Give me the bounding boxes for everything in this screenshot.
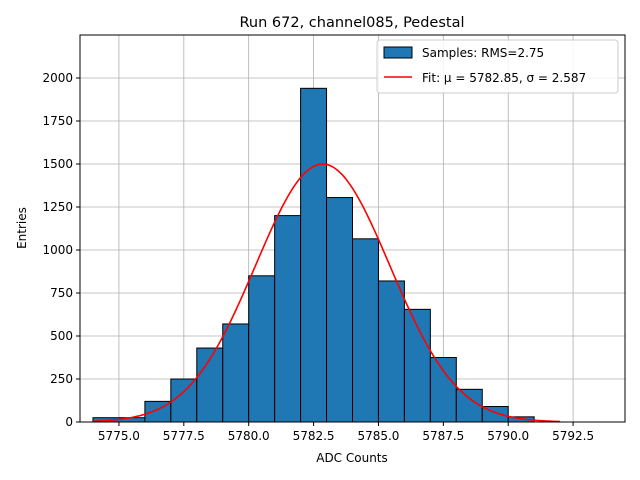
x-axis-ticks: 5775.0 5777.5 5780.0 5782.5 5785.0 5787.5 5790… xyxy=(98,422,594,443)
y-tick-label: 1000 xyxy=(42,243,73,257)
y-tick-label: 500 xyxy=(50,329,73,343)
y-tick-label: 250 xyxy=(50,372,73,386)
y-tick-label: 1250 xyxy=(42,200,73,214)
legend-bar-swatch xyxy=(383,46,413,59)
y-tick-label: 750 xyxy=(50,286,73,300)
x-tick-label: 5787.5 xyxy=(422,429,464,443)
histogram-bar xyxy=(429,357,457,423)
x-axis-label: ADC Counts xyxy=(316,451,388,465)
bars xyxy=(92,87,535,423)
histogram-bar xyxy=(352,238,379,423)
histogram-bar xyxy=(248,275,276,423)
plot-frame xyxy=(79,34,626,423)
histogram-bar xyxy=(326,197,353,423)
y-axis-label: Entries xyxy=(15,207,29,249)
x-tick-label: 5777.5 xyxy=(163,429,205,443)
chart-title: Run 672, channel085, Pedestal xyxy=(239,15,464,31)
histogram-bar xyxy=(170,378,198,423)
legend-box xyxy=(376,39,619,94)
y-tick-label: 0 xyxy=(65,415,73,429)
histogram-bar xyxy=(274,215,302,423)
x-tick-label: 5790.0 xyxy=(487,429,529,443)
x-tick-label: 5782.5 xyxy=(293,429,335,443)
y-axis-ticks: 0 250 500 750 1000 1250 1500 1750 2000 xyxy=(42,71,80,429)
y-tick-label: 2000 xyxy=(42,71,73,85)
legend-samples-label: Samples: RMS=2.75 xyxy=(422,46,544,60)
x-tick-label: 5785.0 xyxy=(357,429,399,443)
histogram-bar xyxy=(377,280,405,423)
x-tick-label: 5780.0 xyxy=(228,429,270,443)
histogram-bar xyxy=(455,388,483,423)
y-tick-label: 1500 xyxy=(42,157,73,171)
histogram-bar xyxy=(222,323,250,423)
legend: Samples: RMS=2.75 Fit: μ = 5782.85, σ = … xyxy=(376,39,619,94)
x-tick-label: 5775.0 xyxy=(98,429,140,443)
fit-curve xyxy=(92,163,561,423)
legend-fit-label: Fit: μ = 5782.85, σ = 2.587 xyxy=(422,71,586,85)
y-tick-label: 1750 xyxy=(42,114,73,128)
x-tick-label: 5792.5 xyxy=(552,429,594,443)
histogram-bar xyxy=(300,87,328,423)
